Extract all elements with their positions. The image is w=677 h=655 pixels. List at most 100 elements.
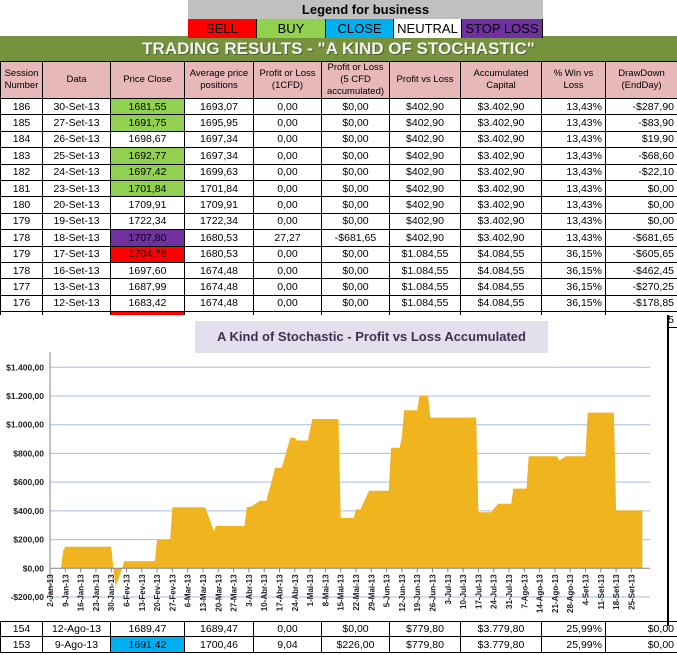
cell-accumulated-capital: $3.779,80	[460, 635, 542, 654]
x-tick-label: 1-Mai-13	[306, 574, 315, 607]
table-row: 153 9-Ago-13 1691,42 1700,46 9,04 $226,00 $779…	[0, 635, 677, 654]
cell--win-vs-loss: 13,43%	[541, 163, 606, 181]
cell-accumulated-capital: $4.084,55	[460, 261, 542, 280]
x-tick-label: 19-Jun-13	[413, 574, 422, 612]
cell-profit-or-loss-1cfd-: 0,00	[253, 245, 322, 263]
cell-drawdown-endday-: $0,00	[605, 212, 677, 231]
cell-profit-vs-loss: $779,80	[389, 635, 461, 654]
cell-data: 19-Set-13	[42, 212, 111, 231]
cell-profit-or-loss-1cfd-: 27,27	[253, 229, 322, 247]
x-tick-label: 8-Mai-13	[321, 574, 330, 607]
x-tick-label: 12-Jun-13	[398, 574, 407, 612]
cell-profit-or-loss-5-cfd-accumulated-: $0,00	[321, 261, 390, 280]
cell-accumulated-capital: $3.402,90	[460, 97, 542, 116]
cell-drawdown-endday-: -$22,10	[605, 163, 677, 181]
cell-session-number: 184	[0, 130, 43, 149]
cell-session-number: 178	[0, 229, 43, 247]
cell-session-number: 185	[0, 114, 43, 132]
cell-drawdown-endday-: -$462,45	[605, 261, 677, 280]
x-tick-label: 30-Jan-13	[107, 574, 116, 611]
table-row: 185 27-Set-13 1691,75 1695,95 0,00 $0,00 $402,…	[0, 114, 677, 132]
cell-price-close: 1722,34	[110, 212, 185, 231]
cell-profit-or-loss-1cfd-: 0,00	[253, 278, 322, 296]
x-tick-label: 24-Jul-13	[490, 574, 499, 609]
cell-data: 27-Set-13	[42, 114, 111, 132]
cell-drawdown-endday-: $0,00	[605, 179, 677, 198]
x-tick-label: 17-Abr-13	[276, 574, 285, 611]
legend-neutral: NEUTRAL	[394, 19, 462, 38]
cell--win-vs-loss: 13,43%	[541, 147, 606, 165]
cell-accumulated-capital: $4.084,55	[460, 278, 542, 296]
cell-drawdown-endday-: -$68,60	[605, 147, 677, 165]
cell-accumulated-capital: $3.402,90	[460, 114, 542, 132]
cell-profit-or-loss-1cfd-: 0,00	[253, 163, 322, 181]
cell-profit-or-loss-1cfd-: 0,00	[253, 114, 322, 132]
cell-average-price-positions: 1697,34	[184, 147, 254, 165]
cell-average-price-positions: 1674,48	[184, 278, 254, 296]
cell-price-close: 1709,91	[110, 196, 185, 214]
y-tick-label: $0,00	[23, 563, 45, 573]
cell-profit-or-loss-1cfd-: 0,00	[253, 179, 322, 198]
cell-session-number: 181	[0, 179, 43, 198]
page-title: TRADING RESULTS - "A KIND OF STOCHASTIC"	[0, 36, 677, 61]
cell-profit-or-loss-1cfd-: 0,00	[253, 212, 322, 231]
cell-accumulated-capital: $3.402,90	[460, 212, 542, 231]
cell-profit-vs-loss: $1.084,55	[389, 294, 461, 313]
chart-title: A Kind of Stochastic - Profit vs Loss Ac…	[195, 321, 548, 353]
cell-data: 26-Set-13	[42, 130, 111, 149]
cell-profit-vs-loss: $1.084,55	[389, 261, 461, 280]
cell-accumulated-capital: $3.402,90	[460, 196, 542, 214]
cell-average-price-positions: 1693,07	[184, 97, 254, 116]
cell-price-close: 1707,80	[110, 229, 185, 247]
cell-profit-or-loss-1cfd-: 0,00	[253, 147, 322, 165]
cell-accumulated-capital: $4.084,55	[460, 245, 542, 263]
cell--win-vs-loss: 13,43%	[541, 114, 606, 132]
cell-profit-or-loss-1cfd-: 0,00	[253, 261, 322, 280]
cell-profit-or-loss-5-cfd-accumulated-: $0,00	[321, 245, 390, 263]
cell-profit-or-loss-5-cfd-accumulated-: $0,00	[321, 114, 390, 132]
cell-session-number: 182	[0, 163, 43, 181]
cell-accumulated-capital: $3.402,90	[460, 179, 542, 198]
cell-session-number: 153	[0, 635, 43, 654]
cell-profit-or-loss-5-cfd-accumulated-: -$681,65	[321, 229, 390, 247]
cell-price-close: 1689,47	[110, 621, 185, 637]
cell-profit-or-loss-1cfd-: 0,00	[253, 621, 322, 637]
cell--win-vs-loss: 13,43%	[541, 130, 606, 149]
table-row: 182 24-Set-13 1697,42 1699,63 0,00 $0,00 $402,…	[0, 163, 677, 181]
cell-drawdown-endday-: -$178,85	[605, 294, 677, 313]
y-tick-label: $1.000,00	[6, 420, 44, 430]
cell-profit-or-loss-5-cfd-accumulated-: $0,00	[321, 163, 390, 181]
cell-data: 9-Ago-13	[42, 635, 111, 654]
cell-price-close: 1691,75	[110, 114, 185, 132]
table-row: 179 17-Set-13 1704,76 1680,53 0,00 $0,00 $1.08…	[0, 245, 677, 263]
x-tick-label: 7-Ago-13	[520, 574, 529, 609]
x-tick-label: 6-Fev-13	[123, 574, 132, 607]
x-tick-label: 5-Jun-13	[383, 574, 392, 607]
cell-average-price-positions: 1680,53	[184, 245, 254, 263]
cell-average-price-positions: 1680,53	[184, 229, 254, 247]
cell-drawdown-endday-: $0,00	[605, 621, 677, 637]
cell-profit-vs-loss: $779,80	[389, 621, 461, 637]
cell-profit-vs-loss: $1.084,55	[389, 245, 461, 263]
cell-average-price-positions: 1697,34	[184, 130, 254, 149]
cell-accumulated-capital: $3.402,90	[460, 130, 542, 149]
table-row: 180 20-Set-13 1709,91 1709,91 0,00 $0,00 $402,…	[0, 196, 677, 214]
x-tick-label: 23-Jan-13	[92, 574, 101, 611]
x-tick-label: 21-Ago-13	[551, 574, 560, 613]
cell-session-number: 183	[0, 147, 43, 165]
cell-profit-or-loss-1cfd-: 0,00	[253, 196, 322, 214]
x-tick-label: 13-Fev-13	[138, 574, 147, 611]
cell-price-close: 1697,42	[110, 163, 185, 181]
column-header: Accumulated Capital	[460, 61, 542, 99]
cell-data: 23-Set-13	[42, 179, 111, 198]
cell-profit-vs-loss: $402,90	[389, 229, 461, 247]
x-tick-label: 22-Mai-13	[352, 574, 361, 611]
cell-average-price-positions: 1695,95	[184, 114, 254, 132]
chart-svg: -$200,00 $0,00 $200,00 $400,00 $600,00 $800,0…	[6, 352, 650, 613]
y-tick-label: $200,00	[13, 535, 44, 545]
x-tick-label: 10-Abr-13	[260, 574, 269, 611]
cell-session-number: 186	[0, 97, 43, 116]
y-tick-label: $1.200,00	[6, 391, 44, 401]
x-tick-label: 26-Jun-13	[429, 574, 438, 612]
cell-profit-or-loss-5-cfd-accumulated-: $0,00	[321, 147, 390, 165]
